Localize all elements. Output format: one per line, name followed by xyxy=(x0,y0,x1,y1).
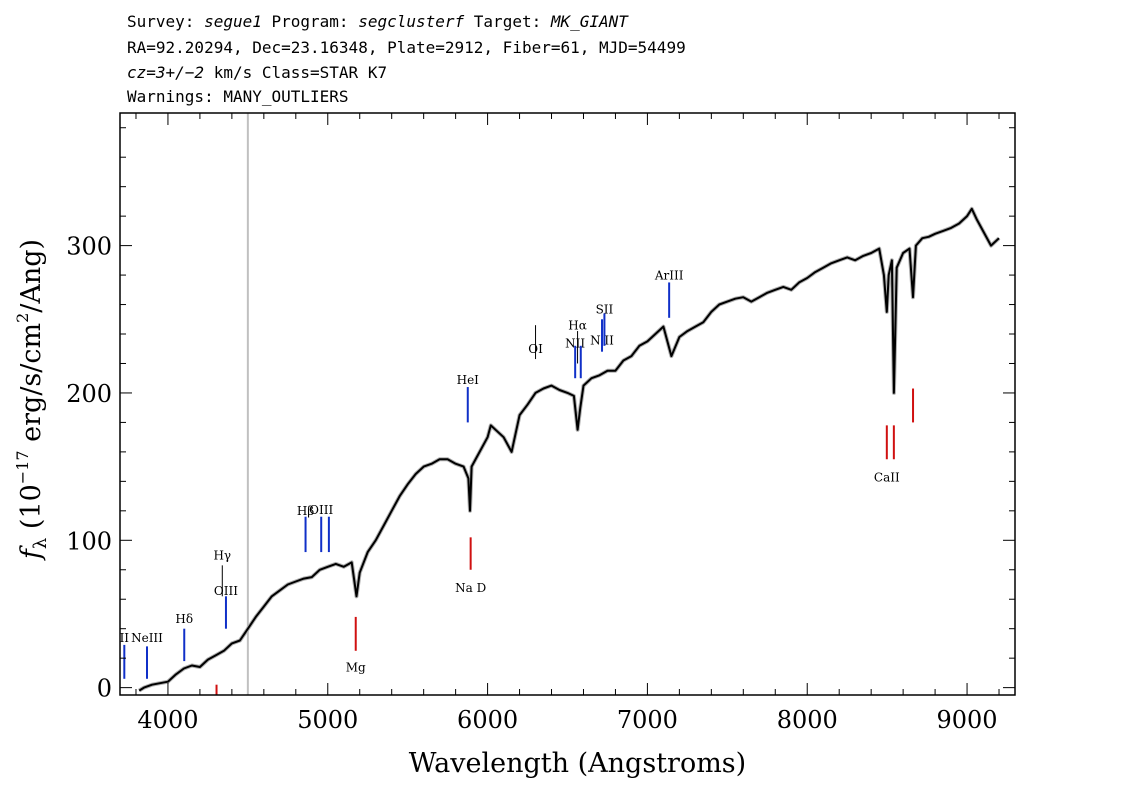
header-line-3-part-1: km/s Class=STAR K7 xyxy=(204,63,388,82)
spectrum-error-band xyxy=(138,206,1001,693)
y-axis-label-part: 2 xyxy=(13,313,32,323)
y-axis-label-part: erg/s/cm xyxy=(16,323,47,451)
header-line-1-part-4: Target: xyxy=(464,12,551,31)
y-tick-label: 0 xyxy=(97,675,112,703)
y-axis-label-part: f xyxy=(16,545,47,561)
line-label-8: HeI xyxy=(457,373,480,387)
line-label-3: Hγ xyxy=(213,548,231,562)
line-label-6: OIII xyxy=(309,503,333,517)
header-line-1: Survey: segue1 Program: segclusterf Targ… xyxy=(127,12,628,32)
header-line-1-part-0: Survey: xyxy=(127,12,205,31)
y-tick-label: 300 xyxy=(66,233,112,261)
header-line-1-part-5: MK_GIANT xyxy=(550,12,628,31)
line-label-16: Mg xyxy=(346,660,366,674)
header-line-2: RA=92.20294, Dec=23.16348, Plate=2912, F… xyxy=(127,38,686,57)
x-tick-label: 7000 xyxy=(617,706,678,734)
x-axis-label: Wavelength (Angstroms) xyxy=(409,748,746,779)
line-label-13: N II xyxy=(590,333,614,347)
line-label-14: SII xyxy=(596,302,614,316)
plot-frame xyxy=(119,112,1016,696)
y-tick-label: 100 xyxy=(66,527,112,555)
header-line-3: cz=3+/−2 km/s Class=STAR K7 xyxy=(127,63,387,83)
line-label-15: ArIII xyxy=(654,268,684,282)
line-label-17: Na D xyxy=(455,581,486,595)
header-line-1-part-2: Program: xyxy=(261,12,359,31)
line-label-0: II xyxy=(120,631,130,645)
x-tick-label: 8000 xyxy=(777,706,838,734)
line-label-2: Hδ xyxy=(175,612,193,626)
spectrum-group xyxy=(138,206,1001,693)
y-axis-label-part: /Ang) xyxy=(16,239,47,313)
x-tick-label: 4000 xyxy=(137,706,198,734)
line-label-5: Hβ xyxy=(297,504,314,518)
line-label-9: OI xyxy=(528,342,543,356)
x-tick-label: 6000 xyxy=(457,706,518,734)
line-label-11: Hα xyxy=(568,319,587,333)
line-label-10: NII xyxy=(565,336,585,350)
line-label-18: CaII xyxy=(874,470,900,484)
line-label-1: NeIII xyxy=(131,631,163,645)
line-label-4: OIII xyxy=(214,584,238,598)
y-tick-label: 200 xyxy=(66,380,112,408)
y-axis-label-part: (10 xyxy=(16,484,47,537)
y-axis-label: fλ (10−17 erg/s/cm2/Ang) xyxy=(13,239,51,561)
header-line-1-part-3: segclusterf xyxy=(358,12,465,31)
header-line-4: Warnings: MANY_OUTLIERS xyxy=(127,87,349,106)
header-line-3-part-0: cz=3+/−2 xyxy=(127,63,205,82)
header-line-1-part-1: segue1 xyxy=(204,12,262,31)
y-axis-label-part: −17 xyxy=(13,450,32,484)
y-axis-label-part: λ xyxy=(30,538,51,549)
x-tick-label: 5000 xyxy=(297,706,358,734)
x-tick-label: 9000 xyxy=(937,706,998,734)
spectrum-line xyxy=(138,207,1000,692)
